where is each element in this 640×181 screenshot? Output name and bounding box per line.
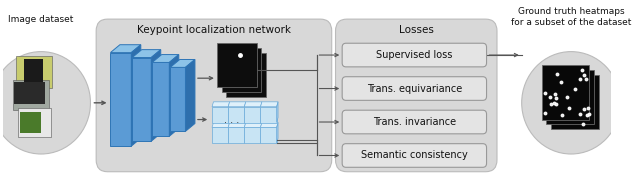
Bar	[244, 127, 260, 143]
Polygon shape	[244, 102, 262, 107]
Polygon shape	[186, 60, 195, 131]
Bar	[212, 107, 228, 123]
Polygon shape	[212, 123, 230, 127]
Bar	[244, 107, 260, 123]
FancyBboxPatch shape	[335, 19, 497, 172]
Polygon shape	[132, 50, 161, 58]
Bar	[170, 67, 186, 131]
Text: . . .: . . .	[225, 115, 239, 125]
Bar	[260, 127, 276, 143]
Polygon shape	[228, 123, 246, 127]
Bar	[541, 65, 589, 119]
Text: Semantic consistency: Semantic consistency	[361, 150, 468, 161]
Polygon shape	[228, 102, 246, 107]
Bar	[132, 58, 151, 141]
Polygon shape	[260, 123, 278, 127]
Polygon shape	[111, 45, 141, 53]
Bar	[217, 43, 257, 87]
Bar	[227, 53, 266, 97]
Polygon shape	[212, 102, 230, 107]
Bar	[24, 60, 43, 84]
Circle shape	[0, 52, 90, 154]
Text: Trans. equivariance: Trans. equivariance	[367, 83, 462, 94]
Bar	[17, 56, 52, 88]
Polygon shape	[244, 123, 262, 127]
Bar	[260, 107, 276, 123]
Bar	[111, 53, 131, 146]
Polygon shape	[260, 102, 278, 107]
FancyBboxPatch shape	[96, 19, 332, 172]
Polygon shape	[152, 54, 179, 62]
Polygon shape	[170, 54, 179, 136]
Polygon shape	[276, 123, 278, 143]
Bar	[13, 80, 49, 110]
Polygon shape	[131, 45, 141, 146]
Polygon shape	[170, 60, 195, 67]
Polygon shape	[151, 50, 161, 141]
Text: Keypoint localization network: Keypoint localization network	[137, 25, 291, 35]
FancyBboxPatch shape	[342, 77, 486, 100]
FancyBboxPatch shape	[342, 43, 486, 67]
Text: Image dataset: Image dataset	[8, 15, 74, 24]
Bar	[152, 62, 170, 136]
Bar	[228, 127, 244, 143]
Bar	[547, 70, 594, 125]
FancyBboxPatch shape	[342, 144, 486, 167]
Bar	[221, 48, 261, 92]
Bar	[20, 112, 41, 133]
Bar	[19, 108, 51, 137]
FancyBboxPatch shape	[342, 110, 486, 134]
Text: Supervised loss: Supervised loss	[376, 50, 452, 60]
Text: Ground truth heatmaps
for a subset of the dataset: Ground truth heatmaps for a subset of th…	[511, 7, 631, 27]
Bar	[228, 107, 244, 123]
Circle shape	[522, 52, 620, 154]
Polygon shape	[276, 102, 278, 123]
Bar	[212, 127, 228, 143]
Text: Trans. invariance: Trans. invariance	[372, 117, 456, 127]
Bar	[15, 82, 45, 104]
Text: Losses: Losses	[399, 25, 434, 35]
Bar	[551, 75, 598, 129]
